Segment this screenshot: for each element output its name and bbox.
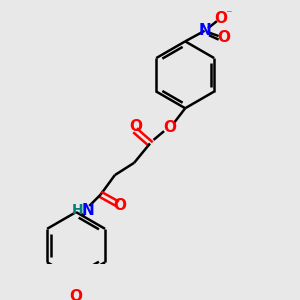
Text: N: N	[198, 23, 211, 38]
Text: O: O	[70, 289, 83, 300]
Text: O: O	[218, 30, 230, 45]
Text: ⁻: ⁻	[225, 8, 232, 22]
Text: O: O	[114, 197, 127, 212]
Text: O: O	[129, 119, 142, 134]
Text: H: H	[72, 203, 84, 217]
Text: O: O	[163, 120, 176, 135]
Text: N: N	[82, 203, 95, 218]
Text: O: O	[214, 11, 227, 26]
